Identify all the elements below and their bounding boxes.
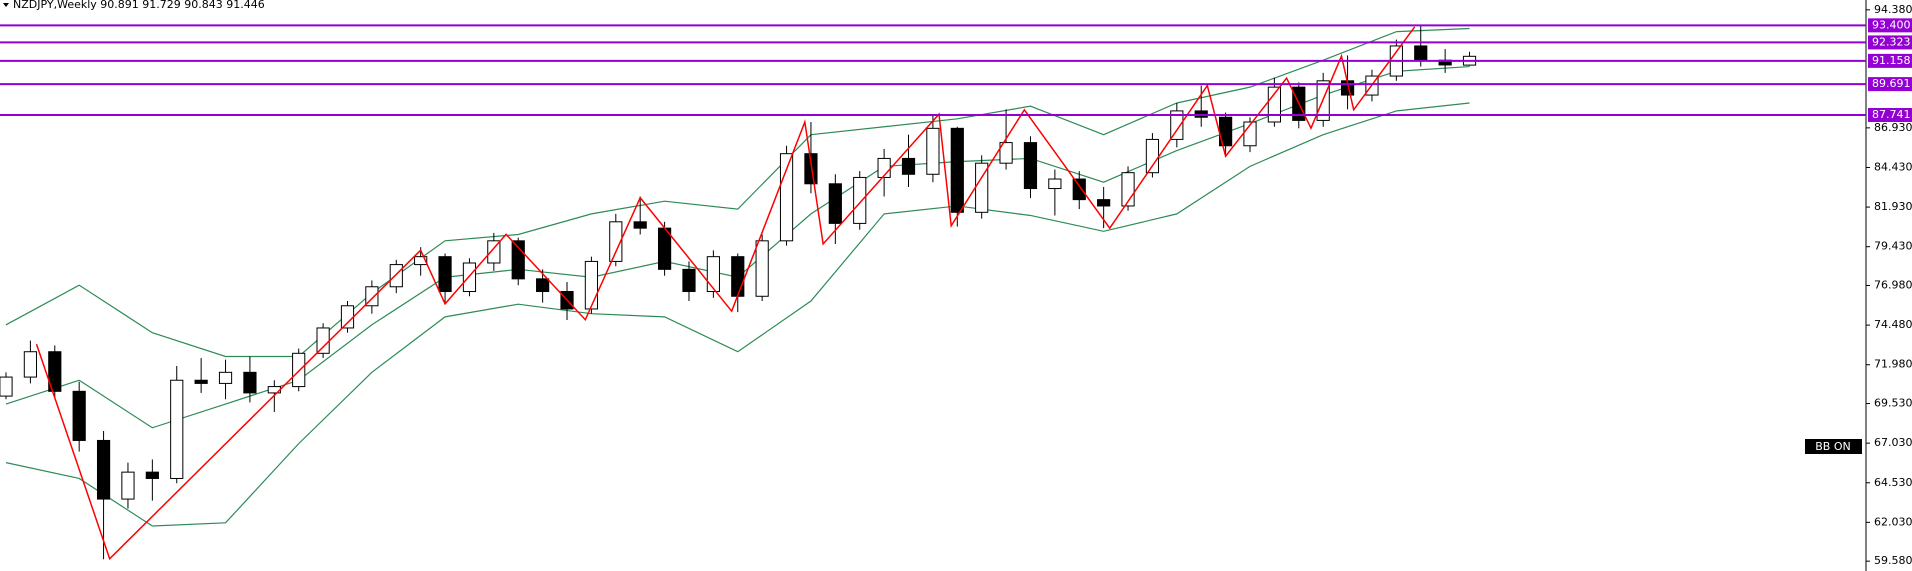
candle-body [218,371,233,384]
candle-body [706,256,720,293]
chart-title: NZDJPY,Weekly 90.891 91.729 90.843 91.44… [13,0,265,11]
y-tick-label: 74.480 [1874,318,1912,331]
candle-body [194,379,208,384]
candle-body [755,240,769,297]
candle-body [804,153,818,185]
y-tick-label: 62.030 [1874,515,1912,528]
candle-body [1072,178,1086,201]
y-tick-label: 81.930 [1874,200,1912,213]
y-tick-label: 94.380 [1874,3,1912,16]
candle-body [731,256,745,297]
candle-body [121,471,135,500]
candle-body [853,176,867,224]
candle-body [23,351,37,378]
candle-body [340,305,355,329]
candle-body [414,256,428,266]
menu-arrow[interactable] [3,3,9,7]
candle-body [243,371,257,394]
y-tick-label: 71.980 [1874,358,1912,371]
candle-body [48,351,62,392]
level-label: 87.741 [1872,108,1911,121]
y-tick-label: 79.430 [1874,240,1912,253]
y-tick-label: 76.980 [1874,279,1912,292]
level-tag [1868,18,1912,33]
y-tick-label: 86.930 [1874,121,1912,134]
candle-body [145,471,159,479]
candle-body [96,439,111,500]
candle-body [609,221,623,262]
candle-body [779,153,794,242]
level-tag [1868,108,1912,123]
bb-label: BB ON [1815,440,1850,453]
y-tick-label: 64.530 [1874,476,1912,489]
candle-body [1145,138,1160,174]
candle-body [584,260,599,310]
candle-body [536,278,550,293]
y-tick-label: 84.430 [1874,160,1912,173]
candle-body [389,264,403,288]
candle-body [633,221,647,229]
bb-box [1805,439,1862,454]
y-tick-label: 69.530 [1874,397,1912,410]
level-label: 92.323 [1872,35,1911,48]
level-label: 91.158 [1872,54,1911,67]
candle-body [999,142,1013,164]
y-tick-label: 59.580 [1874,554,1912,567]
candle-body [1023,142,1038,190]
candle-body [1267,86,1281,123]
candle-body [682,268,696,293]
level-label: 93.400 [1872,18,1911,31]
candle-body [170,379,184,479]
candle-body [901,157,916,175]
bollinger-lower [5,102,1470,527]
candle-body [1097,199,1111,207]
y-tick-label: 67.030 [1874,436,1912,449]
candle-body [72,390,86,441]
candle-body [828,183,842,224]
candle-body [0,376,13,397]
zigzag [35,26,1416,561]
candle-body [1048,178,1062,190]
level-tag [1868,53,1912,68]
candle-body [926,127,940,175]
candle-body [950,127,964,213]
level-label: 89.691 [1872,77,1911,90]
candle-body [292,352,306,388]
level-tag [1868,35,1912,50]
candle-body [438,256,452,293]
candle-body [487,240,501,264]
candle-body [316,327,330,354]
candle-body [462,262,477,293]
candle-body [1414,45,1428,61]
level-tag [1868,77,1912,92]
candle-body [1170,110,1184,140]
